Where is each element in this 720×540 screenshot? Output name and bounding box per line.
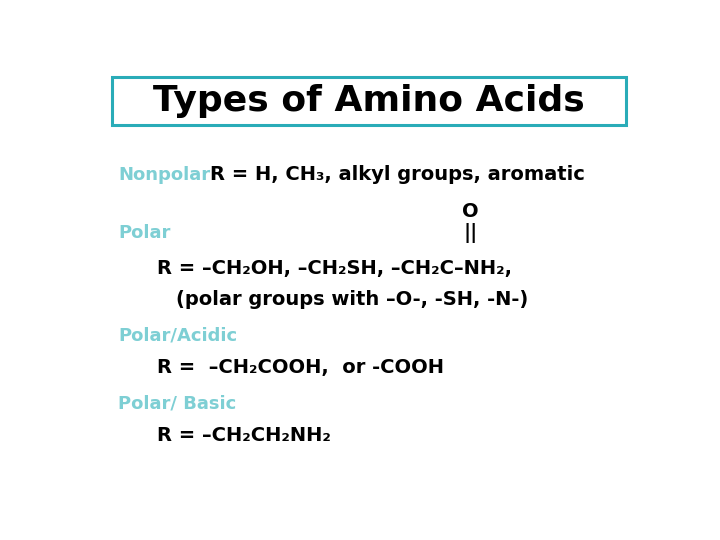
Text: Polar/Acidic: Polar/Acidic bbox=[118, 327, 237, 345]
Text: R = –CH₂CH₂NH₂: R = –CH₂CH₂NH₂ bbox=[157, 426, 330, 445]
Text: ||: || bbox=[464, 223, 477, 243]
Text: (polar groups with –O-, -SH, -N-): (polar groups with –O-, -SH, -N-) bbox=[176, 290, 528, 309]
Text: R = –CH₂OH, –CH₂SH, –CH₂C–NH₂,: R = –CH₂OH, –CH₂SH, –CH₂C–NH₂, bbox=[157, 259, 512, 278]
Text: O: O bbox=[462, 201, 479, 221]
Text: R =  –CH₂COOH,  or -COOH: R = –CH₂COOH, or -COOH bbox=[157, 358, 444, 377]
Text: Polar: Polar bbox=[118, 224, 170, 242]
Text: Types of Amino Acids: Types of Amino Acids bbox=[153, 84, 585, 118]
Text: Nonpolar: Nonpolar bbox=[118, 166, 210, 184]
Text: Polar/ Basic: Polar/ Basic bbox=[118, 395, 236, 413]
FancyBboxPatch shape bbox=[112, 77, 626, 125]
Text: R = H, CH₃, alkyl groups, aromatic: R = H, CH₃, alkyl groups, aromatic bbox=[210, 165, 585, 185]
